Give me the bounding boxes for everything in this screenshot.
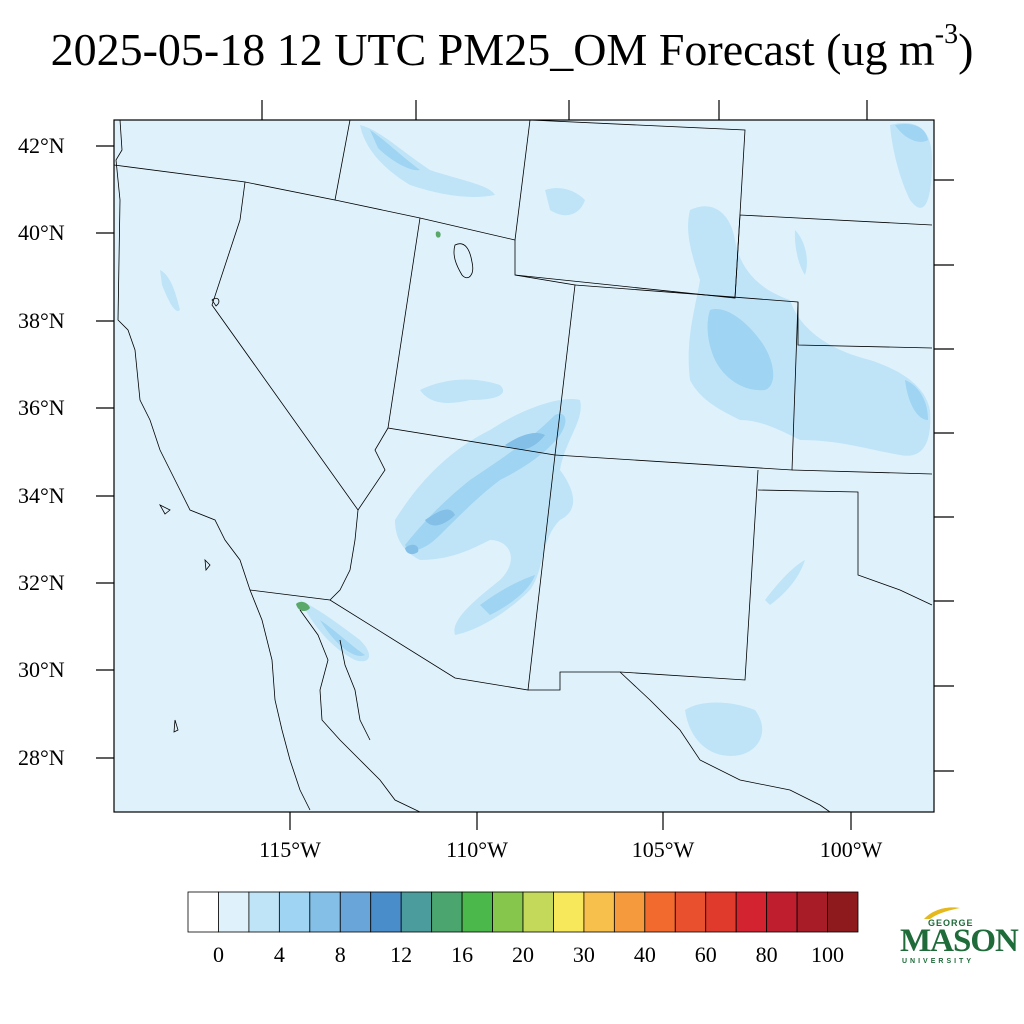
title-unit-exponent: -3	[934, 19, 959, 50]
colorbar-box	[613, 891, 646, 933]
lat-label-42: 42°N	[18, 133, 65, 158]
colorbar-box	[522, 891, 554, 933]
colorbar-box	[309, 891, 341, 933]
lon-label-115: 115°W	[259, 837, 321, 862]
great-salt-lake	[453, 243, 474, 279]
colorbar-label: 30	[572, 942, 595, 967]
colorbar-box	[278, 891, 311, 933]
colorbar-box	[492, 891, 524, 933]
lon-label-100: 100°W	[819, 837, 883, 862]
colorbar-box	[461, 891, 493, 933]
lat-ticks-right	[934, 179, 954, 772]
colorbar-box	[827, 891, 859, 933]
colorbar-box	[400, 891, 433, 933]
colorbar-label: 0	[212, 942, 224, 967]
colorbar-box	[370, 891, 402, 933]
lat-label-28: 28°N	[18, 745, 65, 770]
title-text: 2025-05-18 12 UTC PM25_OM Forecast (ug m	[50, 24, 935, 75]
lat-label-30: 30°N	[18, 657, 65, 682]
colorbar-label: 100	[811, 942, 845, 967]
gulf-coastline	[299, 609, 421, 812]
colorbar	[187, 891, 859, 933]
colorbar-label: 60	[694, 942, 717, 967]
lon-label-110: 110°W	[446, 837, 508, 862]
colorbar-box	[218, 891, 250, 933]
colorbar-label: 80	[755, 942, 778, 967]
colorbar-label: 12	[390, 942, 413, 967]
concentration-contours	[160, 123, 932, 756]
colorbar-box	[644, 891, 676, 933]
lat-ticks-left	[96, 145, 114, 759]
colorbar-box	[431, 891, 463, 933]
colorbar-label: 20	[512, 942, 534, 967]
lat-label-38: 38°N	[18, 308, 65, 333]
logo-swoosh-icon	[924, 907, 960, 919]
colorbar-box	[553, 891, 585, 933]
map-title: 2025-05-18 12 UTC PM25_OM Forecast (ug m…	[0, 19, 1024, 78]
logo-university: UNIVERSITY	[902, 958, 975, 965]
lon-label-105: 105°W	[631, 837, 695, 862]
lon-ticks-bottom	[289, 812, 852, 830]
colorbar-box	[766, 891, 798, 933]
gmu-logo: GEORGE MASON UNIVERSITY	[900, 906, 1019, 970]
colorbar-box	[339, 891, 372, 933]
colorbar-label: 40	[633, 942, 656, 967]
map-borders	[114, 120, 933, 812]
title-close: )	[958, 24, 974, 75]
colorbar-label: 16	[451, 942, 474, 967]
contour-green	[296, 231, 441, 612]
lat-label-36: 36°N	[18, 395, 65, 420]
lat-label-34: 34°N	[18, 483, 65, 508]
colorbar-box	[674, 891, 707, 933]
map-frame	[113, 119, 935, 813]
lon-ticks-top	[261, 100, 868, 120]
colorbar-box	[705, 891, 737, 933]
logo-mason: MASON	[900, 923, 1019, 959]
contour-deep	[405, 433, 545, 555]
colorbar-box	[248, 891, 280, 933]
colorbar-box	[796, 891, 828, 933]
colorbar-box	[735, 891, 768, 933]
colorbar-label: 4	[273, 942, 285, 967]
colorbar-label: 8	[334, 942, 346, 967]
colorbar-box	[187, 891, 219, 933]
colorbar-box	[583, 891, 615, 933]
lat-label-32: 32°N	[18, 570, 65, 595]
logo-george: GEORGE	[928, 918, 974, 928]
lat-label-40: 40°N	[18, 220, 65, 245]
pacific-coastline	[115, 120, 311, 811]
